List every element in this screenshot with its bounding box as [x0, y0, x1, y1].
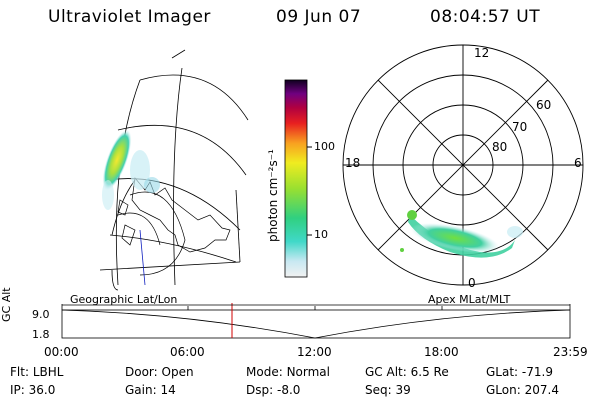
- footer-door: Door: Open: [125, 365, 194, 379]
- date-label: 09 Jun 07: [276, 7, 362, 27]
- strip-xtick-4: 23:59: [553, 345, 588, 359]
- footer-flt: Flt: LBHL: [10, 365, 64, 379]
- altitude-strip: [61, 303, 571, 339]
- geographic-map: [99, 49, 249, 291]
- strip-xtick-3: 18:00: [424, 345, 459, 359]
- lat-label-70: 70: [512, 120, 528, 134]
- lat-label-80: 80: [492, 140, 508, 154]
- footer-dsp: Dsp: -8.0: [246, 383, 301, 397]
- strip-xtick-1: 06:00: [170, 345, 205, 359]
- mlt-label-6: 6: [574, 156, 582, 170]
- footer-gc-alt: GC Alt: 6.5 Re: [365, 365, 449, 379]
- app-title: Ultraviolet Imager: [48, 7, 211, 27]
- strip-xtick-0: 00:00: [44, 345, 79, 359]
- mlt-label-18: 18: [345, 156, 361, 170]
- aurora-right: [400, 210, 523, 258]
- footer-glon: GLon: 207.4: [486, 383, 559, 397]
- footer-mode: Mode: Normal: [246, 365, 330, 379]
- footer-ip: IP: 36.0: [10, 383, 56, 397]
- strip-left-title: Geographic Lat/Lon: [70, 293, 178, 306]
- strip-axis-label: GC Alt: [0, 287, 13, 322]
- mlt-label-0: 0: [468, 276, 476, 290]
- time-label: 08:04:57 UT: [430, 7, 541, 27]
- strip-right-title: Apex MLat/MLT: [428, 293, 511, 306]
- footer-gain: Gain: 14: [125, 383, 176, 397]
- orbit-track: [139, 229, 146, 286]
- strip-xtick-2: 12:00: [297, 345, 332, 359]
- footer-seq: Seq: 39: [365, 383, 411, 397]
- strip-ytick-bottom: 1.8: [32, 328, 50, 341]
- colorbar-tick-100: 100: [314, 140, 335, 153]
- polar-plot: [342, 44, 584, 286]
- colorbar-tick-10: 10: [314, 228, 328, 241]
- colorbar-unit-label: photon cm⁻²s⁻¹: [266, 149, 280, 242]
- aurora-left: [102, 129, 160, 210]
- footer-glat: GLat: -71.9: [486, 365, 553, 379]
- strip-ytick-top: 9.0: [32, 308, 50, 321]
- colorbar: [284, 79, 312, 278]
- mlt-label-12: 12: [474, 46, 490, 60]
- lat-label-60: 60: [536, 98, 552, 112]
